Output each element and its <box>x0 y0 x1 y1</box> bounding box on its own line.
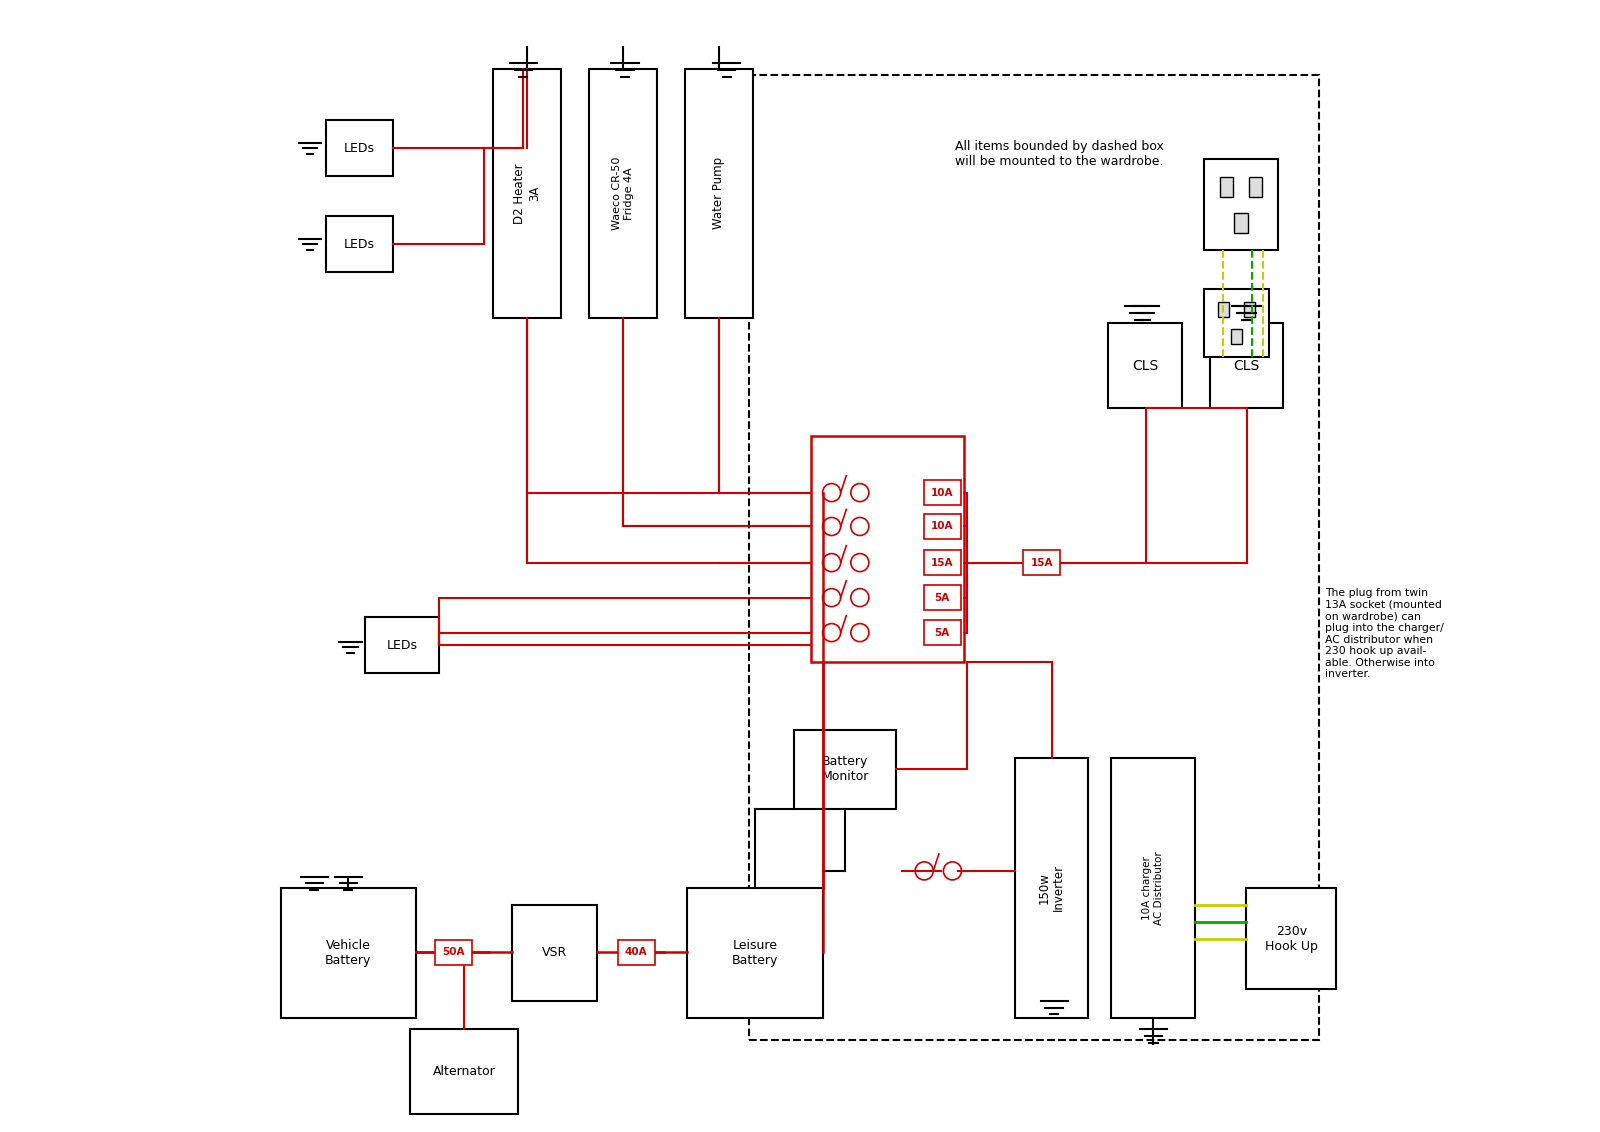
Text: Battery
Monitor: Battery Monitor <box>821 755 869 783</box>
Bar <box>1014 758 1088 1018</box>
Bar <box>326 216 394 273</box>
Text: All items bounded by dashed box
will be mounted to the wardrobe.: All items bounded by dashed box will be … <box>955 140 1165 168</box>
Text: 40A: 40A <box>626 947 648 958</box>
Text: 10A charger
AC Distributor: 10A charger AC Distributor <box>1142 851 1163 925</box>
Bar <box>512 904 597 1001</box>
Text: CLS: CLS <box>1234 359 1259 372</box>
Text: CLS: CLS <box>1131 359 1158 372</box>
Text: 50A: 50A <box>442 947 464 958</box>
Bar <box>365 617 438 674</box>
Bar <box>1218 302 1229 317</box>
Text: 10A: 10A <box>931 488 954 498</box>
Bar <box>326 120 394 177</box>
Bar <box>1246 887 1336 989</box>
Text: D2 Heater
3A: D2 Heater 3A <box>512 163 541 224</box>
Text: 230v
Hook Up: 230v Hook Up <box>1264 925 1318 953</box>
Bar <box>1205 160 1278 250</box>
Text: 15A: 15A <box>1030 558 1053 567</box>
Bar <box>1109 324 1182 408</box>
Text: Waeco CR-50
Fridge 4A: Waeco CR-50 Fridge 4A <box>611 156 634 230</box>
Bar <box>923 480 962 505</box>
Text: LEDs: LEDs <box>387 638 418 652</box>
Text: Alternator: Alternator <box>432 1065 496 1078</box>
Text: 5A: 5A <box>934 593 950 602</box>
Text: Water Pump: Water Pump <box>712 157 725 230</box>
Text: 150w
Inverter: 150w Inverter <box>1037 864 1066 911</box>
Bar <box>923 514 962 539</box>
Bar <box>749 75 1320 1040</box>
Bar <box>1230 329 1242 344</box>
Bar <box>923 620 962 645</box>
Bar <box>811 436 963 662</box>
Bar <box>1022 550 1061 575</box>
Text: The plug from twin
13A socket (mounted
on wardrobe) can
plug into the charger/
A: The plug from twin 13A socket (mounted o… <box>1325 589 1443 679</box>
Text: LEDs: LEDs <box>344 142 374 155</box>
Bar <box>589 69 656 318</box>
Bar <box>493 69 560 318</box>
Bar <box>1243 302 1254 317</box>
Bar <box>1234 213 1248 233</box>
Bar <box>618 940 654 964</box>
Bar <box>923 585 962 610</box>
Bar <box>686 887 822 1018</box>
Bar <box>1250 177 1262 197</box>
Bar <box>1110 758 1195 1018</box>
Bar <box>435 940 472 964</box>
Text: 10A: 10A <box>931 522 954 532</box>
Bar <box>1205 290 1269 357</box>
Bar <box>685 69 752 318</box>
Bar <box>1210 324 1283 408</box>
Text: VSR: VSR <box>542 946 566 959</box>
Text: LEDs: LEDs <box>344 238 374 250</box>
Bar <box>411 1029 518 1114</box>
Bar <box>794 730 896 808</box>
Text: 5A: 5A <box>934 627 950 637</box>
Bar <box>280 887 416 1018</box>
Bar <box>923 550 962 575</box>
Text: Leisure
Battery: Leisure Battery <box>731 938 778 967</box>
Text: Vehicle
Battery: Vehicle Battery <box>325 938 371 967</box>
Text: 15A: 15A <box>931 558 954 567</box>
Bar <box>1219 177 1234 197</box>
